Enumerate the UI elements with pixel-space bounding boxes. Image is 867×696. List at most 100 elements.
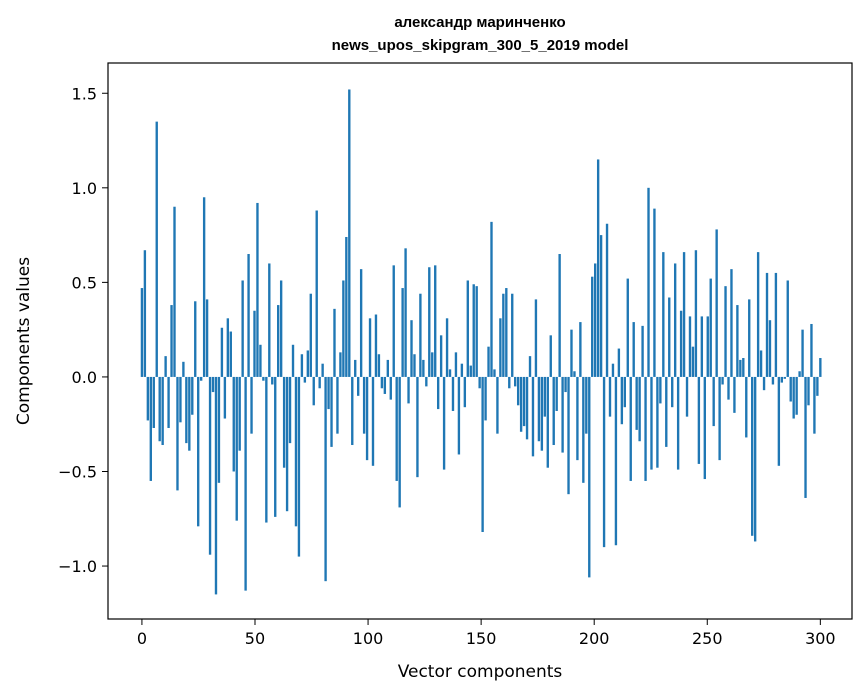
bar-22	[205, 299, 209, 377]
bar-226	[810, 323, 813, 377]
bar-92	[413, 354, 416, 377]
bar-200	[733, 376, 736, 413]
bar-201	[736, 305, 739, 377]
bar-185	[688, 316, 692, 377]
y-tick-label-0: −1.0	[58, 557, 97, 576]
bar-36	[247, 254, 250, 377]
bar-137	[546, 376, 549, 468]
bar-32	[235, 376, 238, 521]
bar-54	[300, 354, 304, 377]
bar-131	[528, 356, 532, 377]
bar-28	[223, 376, 227, 419]
bar-96	[425, 376, 428, 387]
x-tick-label-4: 200	[579, 629, 610, 648]
bar-63	[327, 376, 330, 410]
bar-190	[703, 376, 706, 480]
bar-150	[585, 376, 588, 434]
bar-103	[445, 318, 449, 377]
bar-65	[333, 308, 336, 377]
bar-146	[573, 371, 576, 377]
bar-4	[152, 376, 155, 428]
bar-128	[519, 376, 523, 432]
bar-94	[419, 293, 422, 377]
bar-130	[525, 376, 529, 440]
bar-133	[534, 299, 538, 377]
bar-56	[306, 350, 310, 377]
bar-202	[739, 359, 742, 377]
bar-45	[274, 376, 277, 517]
bars-group	[140, 89, 822, 595]
bar-184	[685, 376, 689, 417]
bar-136	[543, 376, 547, 417]
bar-173	[653, 208, 656, 377]
y-tick-label-3: 0.5	[72, 273, 97, 292]
bar-0	[140, 288, 144, 377]
bar-72	[354, 359, 357, 377]
bar-117	[487, 346, 490, 377]
bar-182	[679, 310, 683, 377]
bar-100	[436, 376, 440, 410]
bar-40	[259, 344, 262, 377]
bar-210	[762, 376, 766, 391]
bar-89	[404, 248, 407, 377]
bar-17	[191, 376, 194, 415]
bar-208	[756, 252, 760, 377]
bar-134	[537, 376, 541, 442]
bar-66	[336, 376, 339, 434]
bar-83	[386, 359, 389, 377]
bar-29	[226, 318, 230, 377]
bar-204	[745, 376, 748, 438]
bar-44	[271, 376, 274, 385]
bar-7	[161, 376, 164, 446]
bar-147	[576, 376, 579, 461]
y-tick-label-5: 1.5	[72, 84, 97, 103]
bar-169	[641, 325, 644, 377]
bar-145	[570, 329, 573, 377]
y-tick-label-1: −0.5	[58, 462, 97, 481]
bar-73	[357, 376, 360, 396]
bar-125	[511, 293, 514, 377]
bar-104	[448, 369, 452, 377]
bar-38	[253, 310, 256, 377]
bar-31	[232, 376, 235, 472]
bar-11	[173, 206, 176, 377]
bar-158	[608, 376, 612, 417]
bar-207	[753, 376, 757, 542]
bar-155	[599, 235, 603, 377]
bar-93	[416, 376, 419, 478]
x-tick-label-6: 300	[805, 629, 836, 648]
bar-58	[312, 376, 315, 406]
bar-47	[279, 280, 283, 377]
bar-37	[250, 376, 253, 434]
x-axis-label: Vector components	[398, 662, 563, 682]
bar-64	[330, 376, 333, 447]
bar-122	[502, 293, 505, 377]
bar-118	[490, 221, 493, 377]
bar-62	[324, 376, 327, 582]
bar-108	[460, 363, 464, 377]
bar-195	[718, 376, 721, 461]
bar-61	[321, 363, 324, 377]
bar-76	[365, 376, 369, 461]
bar-217	[783, 376, 786, 379]
bar-95	[422, 359, 425, 377]
bar-99	[434, 265, 437, 377]
bar-165	[629, 376, 632, 481]
bar-87	[398, 376, 401, 508]
y-axis-ticks: −1.0 −0.5 0.0 0.5 1.0 1.5	[58, 84, 108, 576]
bar-26	[217, 376, 221, 483]
bar-124	[508, 376, 511, 389]
bar-229	[819, 358, 822, 377]
bar-57	[309, 293, 312, 377]
bar-49	[285, 376, 289, 512]
bar-88	[401, 288, 404, 377]
bar-112	[472, 284, 475, 377]
bar-142	[561, 376, 564, 453]
bar-79	[374, 314, 378, 377]
bar-187	[694, 250, 698, 377]
bar-194	[715, 229, 718, 377]
bar-129	[522, 376, 526, 427]
bar-35	[244, 376, 247, 591]
bar-197	[724, 286, 727, 377]
